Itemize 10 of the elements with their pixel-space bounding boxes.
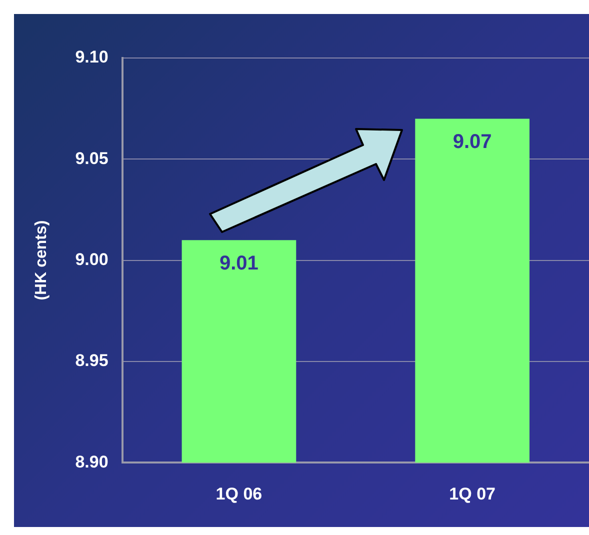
y-tick-label: 9.10 (75, 48, 108, 67)
data-label: 9.01 (219, 252, 258, 275)
y-tick-label: 8.90 (75, 452, 108, 472)
data-label: 9.07 (452, 131, 492, 154)
x-tick-label: 1Q 07 (449, 484, 496, 504)
y-tick-label: 8.95 (75, 351, 108, 370)
x-tick-label: 1Q 06 (216, 484, 262, 504)
y-tick-label: 9.05 (75, 148, 108, 168)
y-tick-label: 9.00 (75, 250, 108, 269)
y-axis-title: (HK cents) (33, 220, 50, 300)
